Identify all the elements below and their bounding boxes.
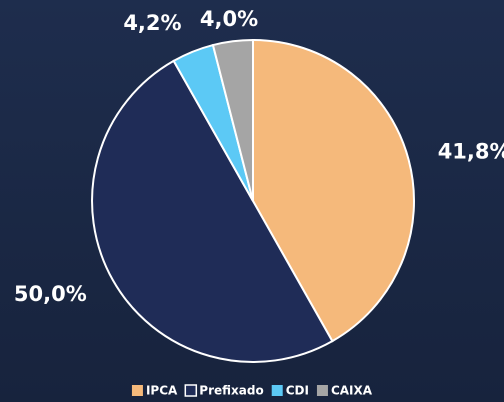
- data-label: 4,2%: [123, 11, 181, 35]
- legend-swatch: [316, 385, 328, 396]
- legend-swatch: [271, 385, 283, 396]
- pie-slice: [211, 38, 254, 202]
- legend-swatch: [184, 384, 198, 397]
- legend-label: IPCA: [146, 384, 178, 398]
- pie-slice: [91, 59, 334, 363]
- legend-label: CDI: [286, 384, 309, 398]
- legend-label: CAIXA: [331, 384, 373, 398]
- data-label: 50,0%: [14, 282, 87, 306]
- data-label: 4,0%: [200, 7, 258, 31]
- pie-slice: [252, 38, 415, 343]
- data-label: 41,8%: [438, 139, 504, 163]
- legend: IPCA Prefixado CDI CAIXA: [131, 384, 373, 398]
- legend-swatch: [131, 385, 143, 396]
- legend-label: Prefixado: [199, 384, 263, 398]
